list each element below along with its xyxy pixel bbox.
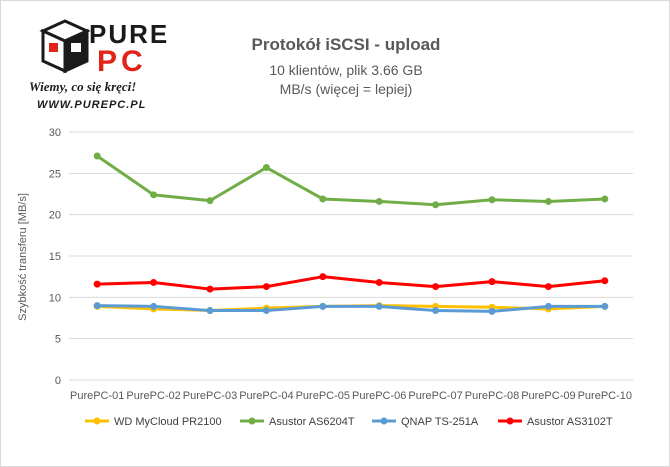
chart-subtitle-1: 10 klientów, plik 3.66 GB — [269, 62, 423, 78]
data-point — [150, 302, 158, 310]
legend-swatch-marker — [380, 417, 388, 425]
data-point — [601, 195, 609, 203]
data-point — [544, 197, 552, 205]
x-tick-label: PurePC-10 — [578, 390, 632, 402]
legend-label: QNAP TS-251A — [401, 416, 479, 428]
legend-label: WD MyCloud PR2100 — [114, 416, 222, 428]
data-point — [432, 307, 440, 315]
series-group — [93, 302, 609, 315]
data-point — [319, 302, 327, 310]
chart-title: Protokół iSCSI - upload — [251, 35, 441, 54]
data-point — [319, 273, 327, 281]
y-tick-label: 25 — [49, 168, 61, 180]
logo-url: WWW.PUREPC.PL — [37, 99, 146, 111]
data-point — [93, 152, 101, 160]
legend-label: Asustor AS3102T — [527, 416, 613, 428]
x-tick-label: PurePC-05 — [296, 390, 350, 402]
series-group — [93, 273, 609, 293]
brand-top: PURE — [89, 19, 169, 49]
legend-swatch-marker — [248, 417, 256, 425]
cube-icon — [39, 19, 91, 74]
x-tick-label: PurePC-04 — [239, 390, 293, 402]
series-line — [96, 154, 605, 207]
y-tick-label: 30 — [49, 127, 61, 139]
x-tick-label: PurePC-01 — [70, 390, 124, 402]
series-group — [93, 152, 609, 209]
data-point — [488, 196, 496, 204]
data-point — [601, 302, 609, 310]
x-tick-label: PurePC-08 — [465, 390, 519, 402]
data-point — [206, 307, 214, 315]
data-point — [150, 191, 158, 199]
legend-swatch-marker — [506, 417, 514, 425]
brand-bottom: PC — [97, 45, 147, 78]
legend-item: QNAP TS-251A — [372, 416, 479, 428]
series-line — [97, 275, 605, 291]
x-tick-label: PurePC-06 — [352, 390, 406, 402]
data-point — [432, 283, 440, 291]
data-point — [488, 307, 496, 315]
data-point — [262, 164, 270, 172]
legend-label: Asustor AS6204T — [269, 416, 355, 428]
y-tick-label: 5 — [55, 334, 61, 346]
data-point — [319, 195, 327, 203]
data-point — [375, 278, 383, 286]
legend-item: WD MyCloud PR2100 — [85, 416, 222, 428]
data-point — [93, 302, 101, 310]
legend-swatch-marker — [93, 417, 101, 425]
data-point — [601, 277, 609, 285]
x-tick-label: PurePC-09 — [521, 390, 575, 402]
x-tick-label: PurePC-02 — [126, 390, 180, 402]
data-point — [93, 280, 101, 288]
data-point — [488, 278, 496, 286]
x-tick-label: PurePC-03 — [183, 390, 237, 402]
legend-item: Asustor AS3102T — [498, 416, 613, 428]
series-line — [97, 304, 605, 313]
data-point — [206, 285, 214, 293]
y-tick-label: 20 — [49, 210, 61, 222]
y-tick-label: 10 — [49, 292, 61, 304]
data-point — [206, 197, 214, 205]
logo-slogan: Wiemy, co się kręci! — [29, 79, 136, 94]
data-point — [432, 201, 440, 209]
data-point — [150, 278, 158, 286]
y-tick-label: 15 — [49, 251, 61, 263]
data-point — [375, 197, 383, 205]
y-tick-label: 0 — [55, 375, 61, 387]
y-axis-label: Szybkość transferu [MB/s] — [17, 193, 29, 321]
legend-item: Asustor AS6204T — [240, 416, 355, 428]
data-point — [375, 302, 383, 310]
purepc-logo: PURE PC Wiemy, co się kręci! WWW.PUREPC.… — [29, 19, 169, 111]
data-point — [262, 307, 270, 315]
chart-subtitle-2: MB/s (więcej = lepiej) — [279, 81, 413, 97]
x-tick-label: PurePC-07 — [408, 390, 462, 402]
data-point — [544, 283, 552, 291]
data-point — [262, 283, 270, 291]
data-point — [544, 302, 552, 310]
